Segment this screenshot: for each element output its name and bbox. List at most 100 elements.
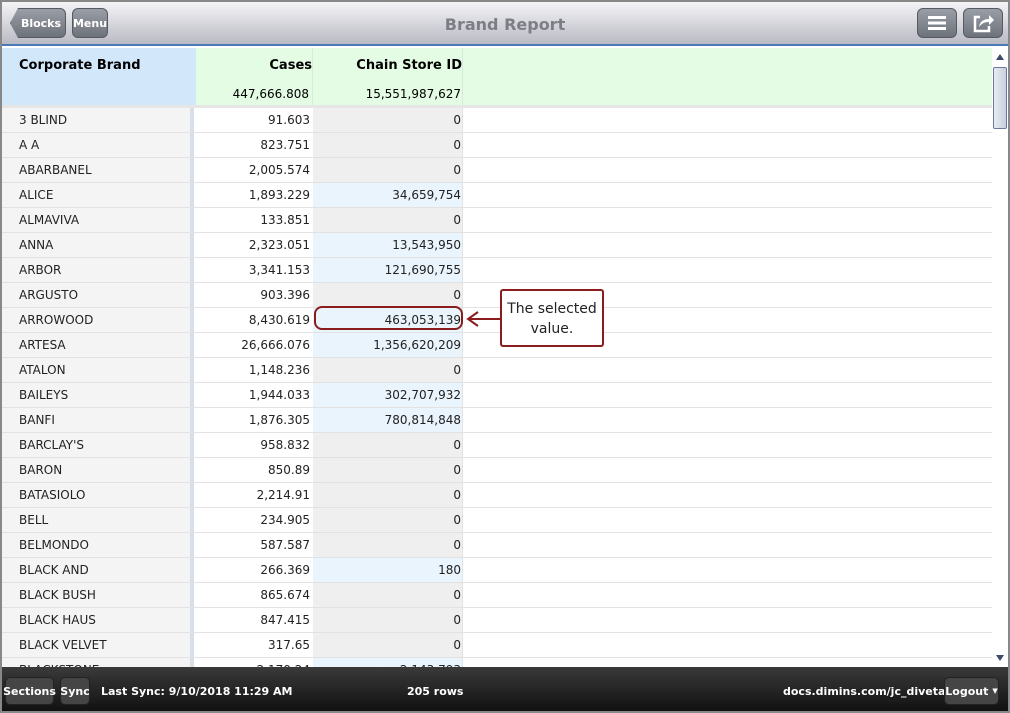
logout-button[interactable]: Logout ▼: [944, 677, 999, 705]
brand-cell[interactable]: BELMONDO: [2, 533, 194, 557]
table-row[interactable]: BARCLAY'S 958.832 0: [2, 433, 992, 458]
brand-cell[interactable]: ATALON: [2, 358, 194, 382]
cases-cell[interactable]: 2,170.24: [198, 658, 313, 667]
chain-store-id-cell[interactable]: 0: [313, 108, 463, 132]
sync-button[interactable]: Sync: [60, 677, 90, 705]
brand-cell[interactable]: ARROWOOD: [2, 308, 194, 332]
table-row[interactable]: ALICE 1,893.229 34,659,754: [2, 183, 992, 208]
table-row[interactable]: BLACK HAUS 847.415 0: [2, 608, 992, 633]
table-row[interactable]: BLACK AND 266.369 180: [2, 558, 992, 583]
table-row[interactable]: BELL 234.905 0: [2, 508, 992, 533]
table-row[interactable]: BANFI 1,876.305 780,814,848: [2, 408, 992, 433]
brand-cell[interactable]: BLACK AND: [2, 558, 194, 582]
brand-cell[interactable]: ALMAVIVA: [2, 208, 194, 232]
chain-store-id-cell[interactable]: 0: [313, 133, 463, 157]
brand-cell[interactable]: ABARBANEL: [2, 158, 194, 182]
cases-cell[interactable]: 2,214.91: [198, 483, 313, 507]
brand-cell[interactable]: 3 BLIND: [2, 108, 194, 132]
table-row[interactable]: BLACKSTONE 2,170.242,143,793: [2, 658, 992, 667]
cases-cell[interactable]: 1,944.033: [198, 383, 313, 407]
cases-cell[interactable]: 1,148.236: [198, 358, 313, 382]
chain-store-id-cell[interactable]: 0: [313, 508, 463, 532]
hamburger-button[interactable]: [917, 8, 957, 38]
chain-store-id-cell[interactable]: 0: [313, 358, 463, 382]
cases-cell[interactable]: 266.369: [198, 558, 313, 582]
cases-cell[interactable]: 847.415: [198, 608, 313, 632]
cases-cell[interactable]: 91.603: [198, 108, 313, 132]
table-row[interactable]: 3 BLIND 91.603 0: [2, 108, 992, 133]
column-header-cases[interactable]: Cases 447,666.808: [196, 48, 313, 105]
brand-cell[interactable]: BLACKSTONE: [2, 658, 194, 667]
chain-store-id-cell[interactable]: 0: [313, 208, 463, 232]
cases-cell[interactable]: 1,893.229: [198, 183, 313, 207]
chain-store-id-cell[interactable]: 0: [313, 583, 463, 607]
chain-store-id-cell[interactable]: 180: [313, 558, 463, 582]
table-row[interactable]: ATALON 1,148.236 0: [2, 358, 992, 383]
brand-cell[interactable]: BATASIOLO: [2, 483, 194, 507]
chain-store-id-cell[interactable]: 0: [313, 158, 463, 182]
table-row[interactable]: BLACK VELVET 317.65 0: [2, 633, 992, 658]
cases-cell[interactable]: 8,430.619: [198, 308, 313, 332]
sections-button[interactable]: Sections: [3, 677, 56, 705]
brand-cell[interactable]: BLACK HAUS: [2, 608, 194, 632]
scroll-thumb[interactable]: [993, 67, 1007, 129]
table-row[interactable]: ABARBANEL 2,005.574 0: [2, 158, 992, 183]
chain-store-id-cell[interactable]: 0: [313, 608, 463, 632]
chain-store-id-cell[interactable]: 0: [313, 483, 463, 507]
cases-cell[interactable]: 1,876.305: [198, 408, 313, 432]
brand-cell[interactable]: ARBOR: [2, 258, 194, 282]
brand-cell[interactable]: BANFI: [2, 408, 194, 432]
table-row[interactable]: ARTESA 26,666.076 1,356,620,209: [2, 333, 992, 358]
cases-cell[interactable]: 865.674: [198, 583, 313, 607]
cases-cell[interactable]: 587.587: [198, 533, 313, 557]
cases-cell[interactable]: 317.65: [198, 633, 313, 657]
cases-cell[interactable]: 234.905: [198, 508, 313, 532]
chain-store-id-cell[interactable]: 780,814,848: [313, 408, 463, 432]
blocks-back-button[interactable]: Blocks: [10, 8, 66, 38]
cases-cell[interactable]: 850.89: [198, 458, 313, 482]
table-row[interactable]: BARON 850.89 0: [2, 458, 992, 483]
cases-cell[interactable]: 823.751: [198, 133, 313, 157]
chain-store-id-cell[interactable]: 0: [313, 633, 463, 657]
brand-cell[interactable]: ALICE: [2, 183, 194, 207]
cases-cell[interactable]: 133.851: [198, 208, 313, 232]
column-header-corporate-brand[interactable]: Corporate Brand: [2, 48, 196, 105]
chain-store-id-cell[interactable]: 2,143,793: [313, 658, 463, 667]
brand-cell[interactable]: ARGUSTO: [2, 283, 194, 307]
chain-store-id-cell[interactable]: 1,356,620,209: [313, 333, 463, 357]
scroll-up-arrow-icon[interactable]: [996, 54, 1004, 60]
chain-store-id-cell[interactable]: 0: [313, 283, 463, 307]
cases-cell[interactable]: 2,005.574: [198, 158, 313, 182]
table-row[interactable]: BATASIOLO 2,214.91 0: [2, 483, 992, 508]
scroll-down-arrow-icon[interactable]: [996, 655, 1004, 661]
chain-store-id-cell[interactable]: 302,707,932: [313, 383, 463, 407]
brand-cell[interactable]: BAILEYS: [2, 383, 194, 407]
cases-cell[interactable]: 958.832: [198, 433, 313, 457]
brand-cell[interactable]: BLACK BUSH: [2, 583, 194, 607]
cases-cell[interactable]: 3,341.153: [198, 258, 313, 282]
menu-button[interactable]: Menu: [72, 8, 108, 38]
brand-cell[interactable]: BARON: [2, 458, 194, 482]
brand-cell[interactable]: BELL: [2, 508, 194, 532]
chain-store-id-cell[interactable]: 13,543,950: [313, 233, 463, 257]
brand-cell[interactable]: BARCLAY'S: [2, 433, 194, 457]
table-row[interactable]: ANNA 2,323.051 13,543,950: [2, 233, 992, 258]
table-row[interactable]: ARBOR 3,341.153 121,690,755: [2, 258, 992, 283]
brand-cell[interactable]: ARTESA: [2, 333, 194, 357]
brand-cell[interactable]: A A: [2, 133, 194, 157]
table-row[interactable]: BAILEYS 1,944.033 302,707,932: [2, 383, 992, 408]
column-header-chain-store-id[interactable]: Chain Store ID 15,551,987,627: [313, 48, 463, 105]
chain-store-id-cell[interactable]: 0: [313, 533, 463, 557]
chain-store-id-cell[interactable]: 0: [313, 458, 463, 482]
table-row[interactable]: ARGUSTO 903.396 0: [2, 283, 992, 308]
chain-store-id-cell[interactable]: 34,659,754: [313, 183, 463, 207]
cases-cell[interactable]: 2,323.051: [198, 233, 313, 257]
cases-cell[interactable]: 903.396: [198, 283, 313, 307]
table-row[interactable]: BELMONDO 587.587 0: [2, 533, 992, 558]
chain-store-id-cell[interactable]: 0: [313, 433, 463, 457]
table-row[interactable]: ALMAVIVA 133.851 0: [2, 208, 992, 233]
chain-store-id-cell[interactable]: 121,690,755: [313, 258, 463, 282]
table-row[interactable]: A A 823.751 0: [2, 133, 992, 158]
brand-cell[interactable]: BLACK VELVET: [2, 633, 194, 657]
share-button[interactable]: [963, 8, 1003, 38]
